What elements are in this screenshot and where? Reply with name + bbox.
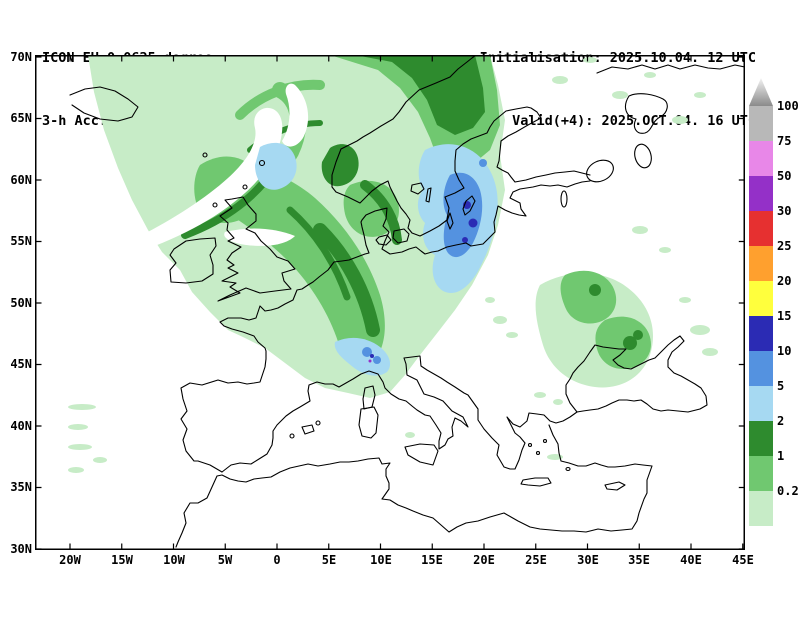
coastline-gotland (446, 195, 476, 230)
legend-cell-1 (749, 456, 773, 491)
coastline-layer (69, 55, 745, 548)
lon-label-30e: 30E (577, 553, 599, 567)
lon-label-10e: 10E (370, 553, 392, 567)
coastline-cyprus (604, 481, 626, 491)
coastline-denmark-isles (375, 228, 410, 246)
legend-label-15: 15 (777, 309, 792, 323)
legend-label-50: 50 (777, 169, 792, 183)
coastline-kola (596, 64, 745, 74)
legend-label-02: 0.2 (777, 484, 799, 498)
coastline-africa-levant (175, 424, 653, 548)
legend-label-30: 30 (777, 204, 792, 218)
lon-label-10w: 10W (163, 553, 185, 567)
coastline-atlantic-baltic (180, 180, 591, 473)
lat-label-60n: 60N (10, 173, 32, 187)
lon-label-5w: 5W (217, 553, 233, 567)
lat-label-65n: 65N (10, 111, 32, 125)
coastline-black-sea (565, 335, 708, 413)
legend-label-25: 25 (777, 239, 792, 253)
island-orkney (242, 184, 248, 190)
legend-cell-15 (749, 316, 773, 351)
legend-cell-10 (749, 351, 773, 386)
lake-ladoga (586, 159, 614, 183)
island-rhodes (565, 466, 571, 472)
coastline-ireland (169, 237, 217, 284)
island-shetland (258, 159, 266, 167)
precip-violet-layer (368, 359, 372, 363)
lat-label-40n: 40N (10, 419, 32, 433)
legend-overflow-arrow-icon (749, 78, 773, 106)
lat-label-30n: 30N (10, 542, 32, 556)
coastline-britain (217, 196, 296, 302)
lon-label-15w: 15W (111, 553, 133, 567)
legend-label-100: 100 (777, 99, 799, 113)
lon-label-0: 0 (273, 553, 281, 567)
island-ibiza (289, 433, 295, 439)
legend-cell-100 (749, 106, 773, 141)
legend-cell-25 (749, 246, 773, 281)
lake-peipus (560, 190, 568, 208)
island-aegean-3 (542, 438, 548, 444)
lon-label-45e: 45E (732, 553, 754, 567)
validity-block: Initialisation: 2025.10.04. 12 UTC Valid… (460, 6, 756, 153)
lat-label-45n: 45N (10, 357, 32, 371)
coastline-iceland (69, 86, 139, 122)
legend-label-1: 1 (777, 449, 785, 463)
lat-label-70n: 70N (10, 50, 32, 64)
lon-label-20w: 20W (59, 553, 81, 567)
map-area (35, 55, 745, 550)
legend-cell-02 (749, 491, 773, 526)
legend-label-75: 75 (777, 134, 792, 148)
lon-label-5e: 5E (321, 553, 337, 567)
lon-label-20e: 20E (473, 553, 495, 567)
coastline-mediterranean-north (221, 355, 578, 473)
coastline-sardinia (358, 406, 379, 439)
coastline-balearics (301, 424, 315, 435)
lake-vanern (410, 182, 432, 203)
legend-cell-50 (749, 176, 773, 211)
legend-label-5: 5 (777, 379, 785, 393)
legend-cell-75 (749, 141, 773, 176)
lon-label-40e: 40E (680, 553, 702, 567)
lake-onega (634, 143, 652, 169)
coastline-scandinavia (331, 55, 591, 237)
lat-label-35n: 35N (10, 480, 32, 494)
legend-cell-5 (749, 386, 773, 421)
lon-label-15e: 15E (421, 553, 443, 567)
coastline-crete (520, 477, 552, 487)
map-canvas (35, 55, 745, 550)
island-aegean-2 (535, 450, 541, 456)
precip-moderate-layer (181, 55, 643, 350)
legend-cell-2 (749, 421, 773, 456)
lon-label-35e: 35E (628, 553, 650, 567)
init-time: Initialisation: 2025.10.04. 12 UTC (479, 50, 756, 66)
island-aegean-1 (527, 442, 533, 448)
island-menorca (315, 420, 321, 426)
coastline-corsica (362, 385, 376, 410)
island-faroe (202, 152, 208, 158)
lat-label-50n: 50N (10, 296, 32, 310)
legend-cell-20 (749, 281, 773, 316)
legend-label-20: 20 (777, 274, 792, 288)
island-hebrides (212, 202, 218, 208)
precip-trace-layer (68, 55, 718, 473)
coastline-white-sea (624, 93, 668, 134)
lat-label-55n: 55N (10, 234, 32, 248)
map-frame (35, 55, 745, 550)
coastline-sicily (404, 443, 439, 466)
legend-label-10: 10 (777, 344, 792, 358)
legend-label-2: 2 (777, 414, 785, 428)
dry-slot-layer (125, 83, 309, 255)
legend-cell-30 (749, 211, 773, 246)
lon-label-25e: 25E (525, 553, 547, 567)
